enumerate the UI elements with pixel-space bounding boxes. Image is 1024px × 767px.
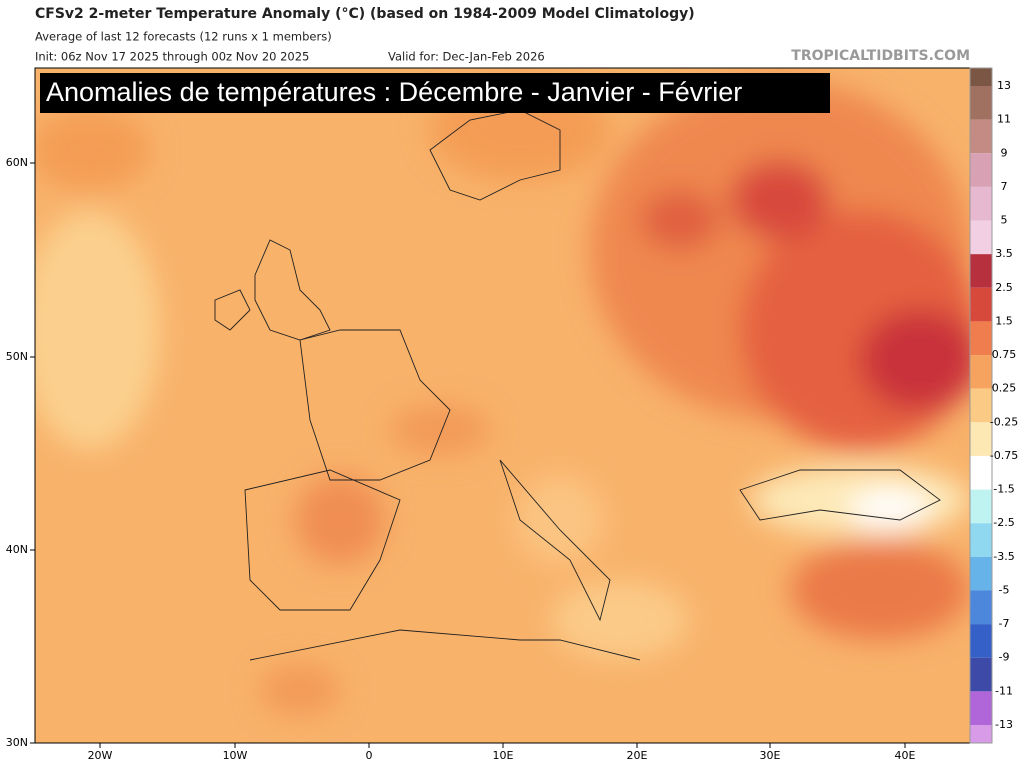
colorbar-label: -2.5 [993, 516, 1014, 529]
colorbar-label: 13 [997, 79, 1011, 92]
lat-label: 50N [6, 350, 28, 363]
colorbar-swatch [970, 321, 992, 356]
colorbar-swatch [970, 68, 992, 86]
colorbar-swatch [970, 86, 992, 120]
lat-label: 40N [6, 543, 28, 556]
lat-label: 60N [6, 156, 28, 169]
lon-label: 20W [88, 749, 113, 762]
colorbar-swatch [970, 556, 992, 591]
header-init: Init: 06z Nov 17 2025 through 00z Nov 20… [35, 50, 309, 64]
colorbar-label: -9 [999, 651, 1010, 664]
colorbar-label: 3.5 [995, 247, 1013, 260]
lat-labels: 60N 50N 40N 30N [6, 156, 35, 749]
colorbar-swatch [970, 455, 992, 490]
colorbar-swatch [970, 624, 992, 658]
lon-labels: 20W 10W 0 10E 20E 30E 40E [88, 743, 916, 762]
colorbar-label: -3.5 [993, 550, 1014, 563]
colorbar-label: 11 [997, 113, 1011, 126]
header-subtitle: Average of last 12 forecasts (12 runs x … [35, 30, 332, 44]
colorbar-swatch [970, 220, 992, 255]
colorbar-label: 9 [1001, 146, 1008, 159]
colorbar-swatch [970, 657, 992, 692]
colorbar-swatch [970, 590, 992, 625]
colorbar-swatch [970, 153, 992, 187]
colorbar-label: 0.75 [992, 348, 1017, 361]
colorbar-label: 1.5 [995, 314, 1013, 327]
map-area [35, 68, 970, 743]
colorbar-swatch [970, 287, 992, 322]
colorbar-label: -0.75 [990, 449, 1018, 462]
header-title: CFSv2 2-meter Temperature Anomaly (°C) (… [35, 6, 695, 22]
colorbar-label: -0.25 [990, 415, 1018, 428]
colorbar-label: -13 [995, 718, 1013, 731]
lat-label: 30N [6, 736, 28, 749]
watermark: TROPICALTIDBITS.COM [791, 48, 970, 64]
colorbar-label: -11 [995, 684, 1013, 697]
header-valid: Valid for: Dec-Jan-Feb 2026 [388, 50, 545, 64]
colorbar-label: -5 [999, 583, 1010, 596]
colorbar-swatch [970, 691, 992, 725]
colorbar: 13 11 9 7 5 3.5 2.5 1.5 0.75 0.25 -0.25 -0.75 -1.5 -2… [969, 67, 1018, 744]
colorbar-label: 7 [1001, 180, 1008, 193]
lon-label: 20E [627, 749, 648, 762]
colorbar-label: -1.5 [993, 483, 1014, 496]
colorbar-label: 5 [1001, 214, 1008, 227]
lon-label: 10W [223, 749, 248, 762]
colorbar-swatch [970, 119, 992, 154]
colorbar-swatch [970, 254, 992, 288]
overlay-title-box [40, 73, 830, 113]
lon-label: 0 [366, 749, 373, 762]
colorbar-swatch [970, 523, 992, 557]
colorbar-swatch [970, 489, 992, 524]
lon-label: 10E [493, 749, 514, 762]
colorbar-swatch [970, 186, 992, 221]
colorbar-frame [969, 67, 993, 744]
colorbar-label: -7 [999, 617, 1010, 630]
overlay-title: Anomalies de températures : Décembre - J… [46, 77, 742, 107]
colorbar-label: 0.25 [992, 382, 1017, 395]
colorbar-swatch [970, 355, 992, 389]
colorbar-label: 2.5 [995, 281, 1013, 294]
lon-label: 40E [895, 749, 916, 762]
lon-label: 30E [760, 749, 781, 762]
colorbar-swatch [970, 388, 992, 423]
colorbar-swatch [970, 422, 992, 456]
colorbar-swatch [970, 725, 992, 743]
